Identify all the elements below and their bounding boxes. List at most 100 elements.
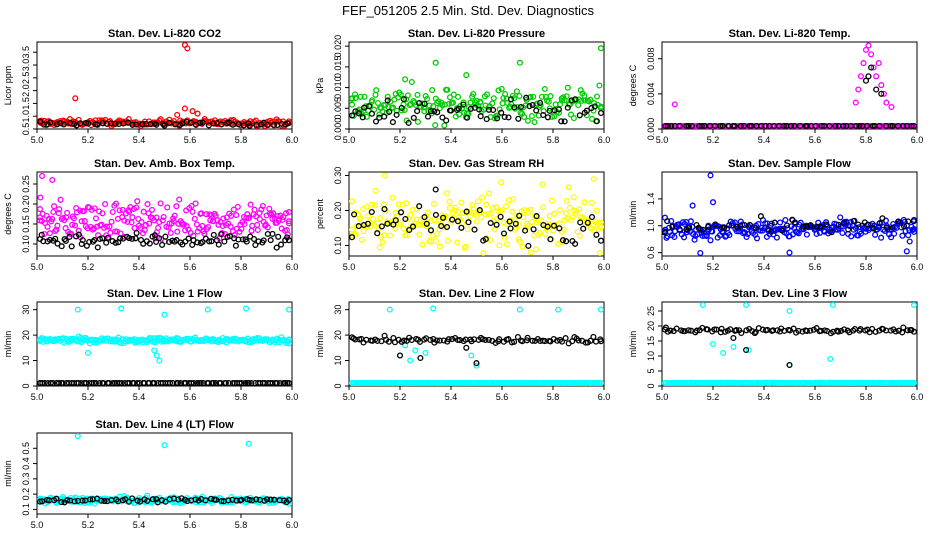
data-point-primary [46,230,53,237]
y-tick-label: 25 [646,306,656,316]
data-point-secondary [681,328,688,335]
y-tick-label: 0.005 [333,97,343,120]
data-point-secondary [185,235,192,242]
data-point-secondary [41,379,48,387]
data-point-primary [548,197,555,204]
data-point-primary [430,379,437,387]
data-point-primary [689,202,696,209]
data-point-primary [878,82,885,89]
data-point-primary [379,239,386,246]
data-point-primary [89,226,96,233]
data-point-secondary [667,327,674,334]
x-tick-label: 5.0 [31,392,44,402]
data-point-primary [248,227,255,234]
data-point-secondary [537,99,544,106]
data-point-primary [910,228,918,235]
data-point-secondary [392,217,399,224]
y-tick-label: 0.000 [646,118,656,141]
data-point-primary [596,82,603,89]
data-point-primary [285,306,293,313]
data-point-secondary [895,218,902,225]
data-point-primary [386,306,393,313]
y-tick-label: 0.010 [333,76,343,99]
data-point-primary [545,98,552,105]
data-point-secondary [378,223,385,230]
data-point-primary [868,51,875,58]
panel-9: Stan. Dev. Line 3 Flow ml/min 5.0 5.2 5.4 5.6… [628,288,923,402]
data-point-primary [153,214,160,221]
data-point-primary [910,225,918,233]
data-point-secondary [101,498,108,505]
data-point-primary [581,199,588,206]
y-tick-label: 0.30 [333,167,343,185]
data-point-secondary [746,221,753,228]
x-tick-label: 5.2 [394,392,407,402]
data-point-secondary [184,498,191,505]
data-point-secondary [91,237,98,244]
data-point-secondary [752,328,759,336]
panel-1: Stan. Dev. Li-820 CO2 Licor ppm 5.0 5.2 5.4 5… [3,28,298,145]
data-point-secondary [905,218,912,225]
data-point-secondary [202,497,209,504]
data-point-secondary [260,237,267,244]
data-point-primary [243,305,250,312]
panel-title: Stan. Dev. Line 3 Flow [732,288,848,300]
y-tick-label: 0.20 [333,202,343,220]
x-tick-label: 5.4 [758,135,771,145]
data-point-primary [509,208,516,215]
data-point-secondary [38,231,45,238]
data-point-primary [57,196,64,203]
data-point-primary [133,204,140,211]
data-point-secondary [738,329,745,337]
data-point-primary [777,219,784,226]
data-point-primary [280,214,287,221]
y-tick-label: 0.10 [21,235,31,253]
x-tick-label: 5.0 [656,262,669,272]
data-point-secondary [841,326,848,333]
data-point-secondary [374,230,381,237]
data-point-primary [539,181,546,188]
x-tick-label: 5.0 [656,392,669,402]
data-point-secondary [562,335,569,342]
data-point-secondary [401,337,408,344]
data-point-primary [530,93,537,100]
data-point-primary [726,231,733,239]
data-point-secondary [126,235,133,242]
data-point-secondary [501,113,508,121]
x-tick-label: 6.0 [286,135,299,145]
x-tick-label: 5.4 [133,520,146,530]
data-point-secondary [60,121,67,128]
x-tick-label: 5.0 [31,262,44,272]
data-point-primary [70,215,77,222]
data-point-primary [258,206,265,213]
data-point-secondary [421,214,428,221]
data-point-secondary [517,103,524,111]
data-point-primary [454,239,461,246]
data-point-secondary [348,112,356,119]
data-point-secondary [253,496,260,503]
data-point-primary [386,232,394,239]
data-point-secondary [869,325,876,332]
y-tick-label: 0.000 [333,118,343,141]
data-point-secondary [795,327,802,334]
data-point-secondary [215,241,222,248]
data-point-primary [119,206,126,213]
data-point-primary [285,209,293,216]
data-point-secondary [208,238,215,245]
data-point-primary [373,87,380,94]
data-point-primary [537,102,544,109]
data-point-primary [173,203,180,210]
data-point-primary [578,97,585,104]
data-point-primary [888,234,895,241]
data-point-secondary [79,497,86,504]
data-point-secondary [410,114,417,121]
data-point-secondary [751,330,758,337]
data-point-secondary [587,337,594,344]
data-point-secondary [159,241,166,248]
data-point-primary [380,201,387,208]
data-point-secondary [409,223,417,230]
data-point-secondary [868,64,875,71]
data-point-primary [395,201,402,208]
data-point-secondary [58,499,65,506]
data-point-primary [561,217,568,224]
